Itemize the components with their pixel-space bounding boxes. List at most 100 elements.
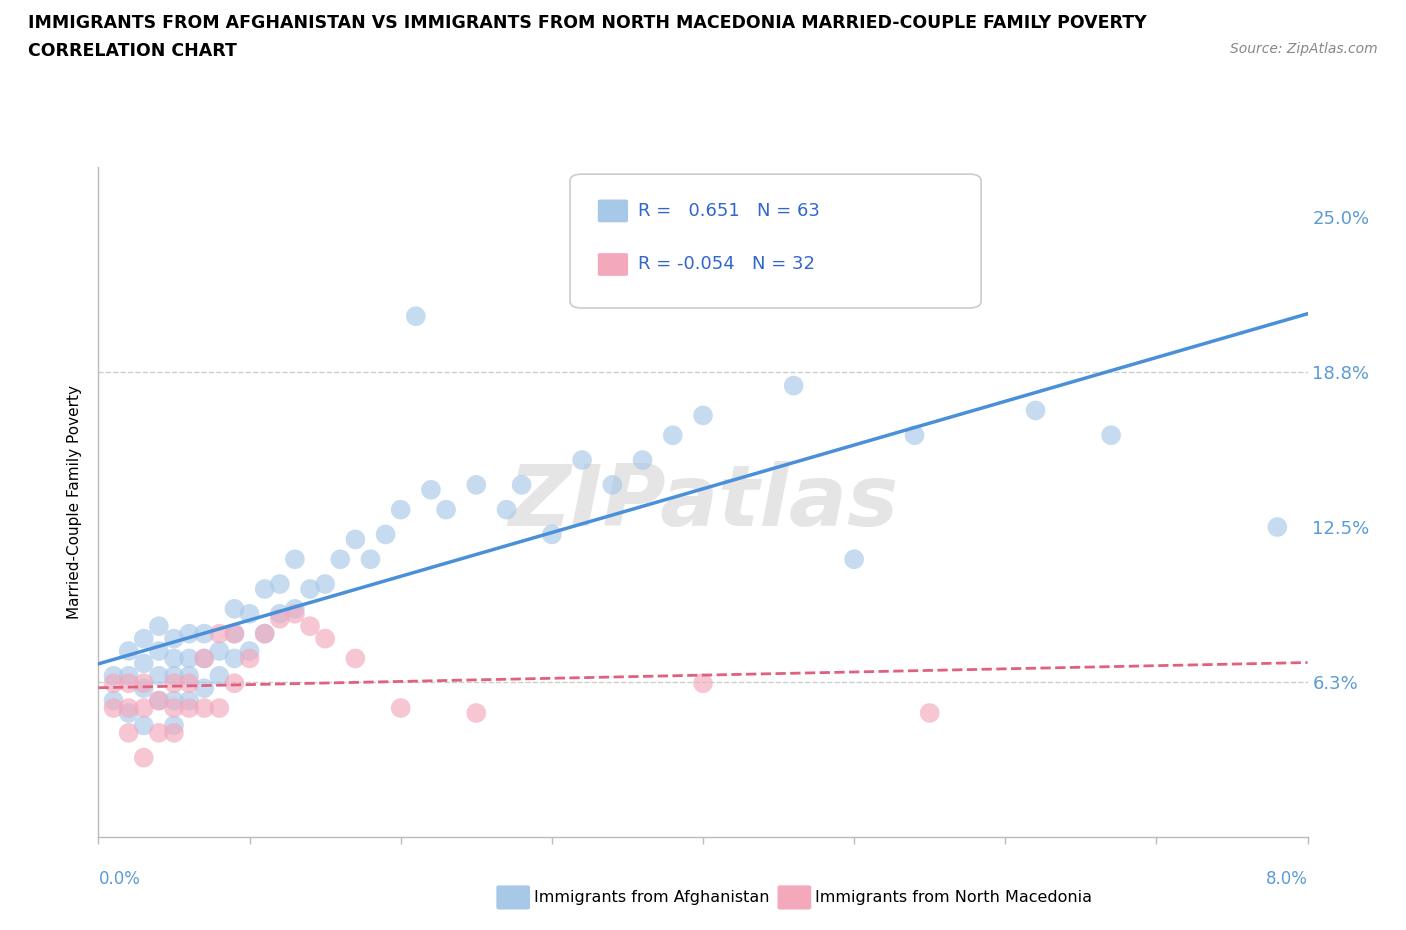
Text: 0.0%: 0.0% bbox=[98, 870, 141, 887]
Point bbox=[179, 693, 201, 708]
Point bbox=[662, 428, 685, 443]
Point bbox=[269, 577, 291, 591]
Point bbox=[148, 725, 170, 740]
Point bbox=[148, 669, 170, 684]
Point bbox=[299, 618, 322, 633]
Point bbox=[208, 700, 231, 715]
Point bbox=[1267, 520, 1289, 535]
Point bbox=[1025, 403, 1047, 418]
Point bbox=[148, 618, 170, 633]
Point bbox=[208, 626, 231, 641]
Point bbox=[224, 626, 246, 641]
Point bbox=[103, 669, 125, 684]
Point bbox=[148, 644, 170, 658]
Text: ZIPatlas: ZIPatlas bbox=[508, 460, 898, 544]
Point bbox=[179, 626, 201, 641]
Point bbox=[344, 532, 367, 547]
Point bbox=[163, 631, 186, 646]
Text: 8.0%: 8.0% bbox=[1265, 870, 1308, 887]
Point bbox=[420, 483, 443, 498]
Text: Source: ZipAtlas.com: Source: ZipAtlas.com bbox=[1230, 42, 1378, 56]
Point bbox=[163, 718, 186, 733]
Point bbox=[269, 606, 291, 621]
Point bbox=[1099, 428, 1122, 443]
Point bbox=[193, 681, 215, 696]
Point bbox=[465, 477, 488, 492]
Point bbox=[193, 626, 215, 641]
Point bbox=[163, 676, 186, 691]
Point bbox=[389, 700, 412, 715]
Point bbox=[344, 651, 367, 666]
Point bbox=[465, 706, 488, 721]
Text: CORRELATION CHART: CORRELATION CHART bbox=[28, 42, 238, 60]
Point bbox=[179, 676, 201, 691]
Point bbox=[284, 602, 307, 617]
Point bbox=[103, 693, 125, 708]
FancyBboxPatch shape bbox=[569, 174, 981, 308]
Point bbox=[918, 706, 941, 721]
Point bbox=[148, 693, 170, 708]
Point bbox=[253, 626, 276, 641]
Point bbox=[434, 502, 457, 517]
Point bbox=[103, 676, 125, 691]
Point bbox=[541, 527, 564, 542]
Point bbox=[844, 551, 866, 566]
Point bbox=[163, 725, 186, 740]
Point bbox=[692, 408, 714, 423]
Point bbox=[904, 428, 927, 443]
Point bbox=[208, 644, 231, 658]
Point bbox=[118, 725, 141, 740]
Point bbox=[495, 502, 517, 517]
Point bbox=[239, 606, 262, 621]
Point bbox=[269, 611, 291, 626]
Point bbox=[284, 606, 307, 621]
Point bbox=[148, 693, 170, 708]
Point bbox=[224, 626, 246, 641]
Point bbox=[208, 669, 231, 684]
Text: R =   0.651   N = 63: R = 0.651 N = 63 bbox=[638, 202, 820, 219]
Point bbox=[163, 669, 186, 684]
Point bbox=[510, 477, 533, 492]
Point bbox=[631, 453, 654, 468]
Point bbox=[132, 656, 155, 671]
FancyBboxPatch shape bbox=[598, 200, 628, 222]
Point bbox=[783, 379, 806, 393]
Text: R = -0.054   N = 32: R = -0.054 N = 32 bbox=[638, 256, 814, 273]
Point bbox=[284, 551, 307, 566]
Point bbox=[118, 706, 141, 721]
Text: Immigrants from North Macedonia: Immigrants from North Macedonia bbox=[815, 890, 1092, 905]
Point bbox=[193, 700, 215, 715]
Point bbox=[163, 651, 186, 666]
Point bbox=[132, 631, 155, 646]
Point bbox=[193, 651, 215, 666]
FancyBboxPatch shape bbox=[598, 253, 628, 276]
Point bbox=[163, 700, 186, 715]
Point bbox=[118, 700, 141, 715]
Point bbox=[118, 676, 141, 691]
Point bbox=[314, 631, 336, 646]
Point bbox=[360, 551, 382, 566]
Point bbox=[224, 676, 246, 691]
Text: Immigrants from Afghanistan: Immigrants from Afghanistan bbox=[534, 890, 769, 905]
Point bbox=[179, 651, 201, 666]
Point bbox=[405, 309, 427, 324]
Point bbox=[239, 644, 262, 658]
Point bbox=[179, 700, 201, 715]
Point bbox=[571, 453, 593, 468]
Point bbox=[132, 718, 155, 733]
Point bbox=[193, 651, 215, 666]
Point bbox=[224, 602, 246, 617]
Point bbox=[163, 693, 186, 708]
Text: IMMIGRANTS FROM AFGHANISTAN VS IMMIGRANTS FROM NORTH MACEDONIA MARRIED-COUPLE FA: IMMIGRANTS FROM AFGHANISTAN VS IMMIGRANT… bbox=[28, 14, 1147, 32]
Point bbox=[374, 527, 396, 542]
Point bbox=[329, 551, 352, 566]
Point bbox=[299, 581, 322, 596]
Y-axis label: Married-Couple Family Poverty: Married-Couple Family Poverty bbox=[67, 385, 83, 619]
Point bbox=[103, 700, 125, 715]
Point bbox=[389, 502, 412, 517]
Point bbox=[314, 577, 336, 591]
Point bbox=[132, 681, 155, 696]
Point bbox=[132, 676, 155, 691]
Point bbox=[239, 651, 262, 666]
Point bbox=[179, 669, 201, 684]
